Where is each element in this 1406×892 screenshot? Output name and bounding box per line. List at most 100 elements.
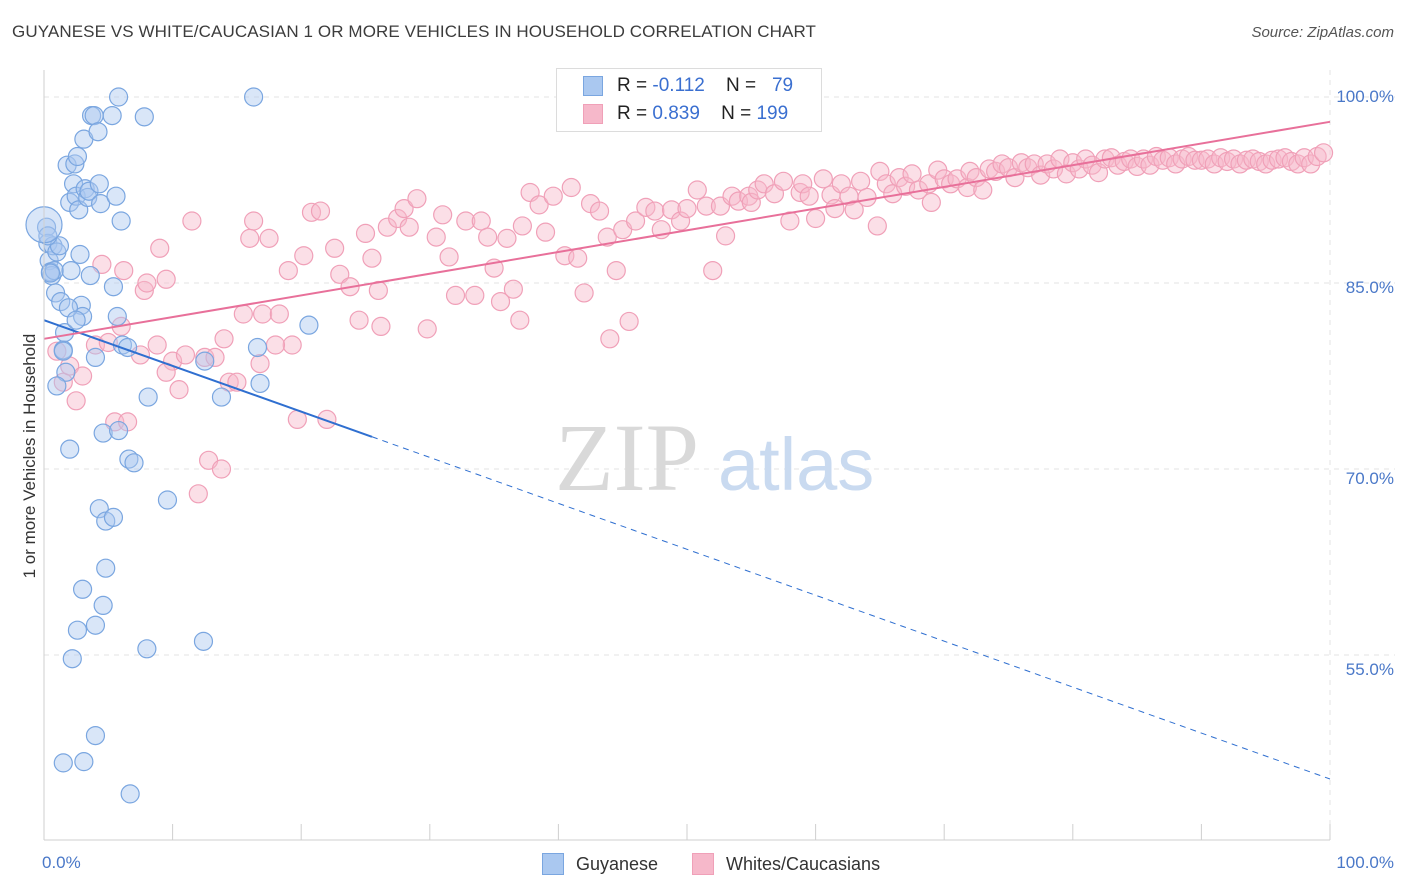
guyanese-point-72 [120, 784, 140, 804]
whites-point-43 [317, 409, 337, 429]
whites-point-168 [1191, 150, 1212, 170]
whites-point-71 [529, 195, 549, 215]
guyanese-point-41 [111, 211, 131, 231]
whites-point-103 [773, 171, 794, 191]
whites-point-187 [1313, 143, 1334, 163]
guyanese-point-63 [93, 595, 113, 616]
legend-n-label: N = [721, 103, 752, 124]
legend-swatch-whites [583, 104, 603, 124]
whites-point-90 [677, 199, 697, 219]
whites-point-191 [371, 316, 391, 336]
guyanese-point-66 [108, 420, 129, 441]
y-tick-label-100: 100.0% [1336, 87, 1394, 106]
trend-line-guyanese-extrapolated [371, 436, 1331, 780]
whites-point-53 [394, 199, 414, 219]
guyanese-point-37 [103, 277, 124, 297]
whites-point-80 [597, 227, 617, 247]
whites-point-79 [589, 201, 610, 221]
whites-point-36 [269, 304, 289, 324]
whites-point-19 [169, 380, 189, 400]
y-tick-label-85: 85.0% [1345, 278, 1394, 297]
whites-point-99 [741, 192, 761, 212]
guyanese-point-15 [61, 261, 81, 281]
whites-point-31 [240, 228, 260, 248]
y-tick-label-70: 70.0% [1345, 469, 1394, 488]
whites-point-59 [439, 247, 459, 267]
whites-point-68 [503, 279, 523, 299]
guyanese-point-47 [138, 387, 158, 407]
guyanese-point-28 [80, 265, 100, 286]
guyanese-point-38 [106, 186, 126, 206]
whites-point-114 [844, 200, 864, 220]
guyanese-point-59 [67, 620, 88, 640]
guyanese-point-10 [51, 292, 71, 312]
chart-title: GUYANESE VS WHITE/CAUCASIAN 1 OR MORE VE… [12, 22, 817, 41]
legend-row-guyanese: R = -0.112 N = 79 [583, 74, 793, 98]
guyanese-point-30 [84, 105, 104, 126]
trend-line-whites [43, 120, 1331, 340]
whites-point-106 [793, 174, 813, 194]
whites-point-47 [349, 310, 369, 330]
guyanese-point-21 [70, 244, 90, 265]
guyanese-point-19 [67, 146, 88, 167]
whites-point-33 [250, 354, 270, 374]
legend-row-whites: R = 0.839 N = 199 [583, 102, 788, 126]
guyanese-point-76 [66, 310, 86, 330]
whites-point-63 [471, 211, 491, 231]
whites-point-26 [211, 459, 232, 479]
whites-point-38 [282, 335, 302, 355]
whites-point-118 [870, 161, 890, 181]
whites-point-42 [310, 201, 331, 221]
whites-point-56 [417, 319, 437, 339]
guyanese-point-62 [89, 499, 109, 519]
guyanese-point-58 [62, 649, 82, 669]
guyanese-point-50 [211, 387, 232, 407]
guyanese-point-54 [299, 315, 319, 335]
guyanese-point-53 [250, 373, 270, 394]
guyanese-point-45 [124, 453, 144, 473]
whites-point-25 [205, 347, 225, 367]
whites-point-77 [574, 283, 594, 303]
whites-point-185 [1301, 154, 1321, 174]
whites-point-123 [902, 164, 922, 184]
whites-point-76 [568, 248, 588, 268]
whites-point-44 [325, 238, 345, 258]
whites-point-96 [722, 186, 742, 206]
legend-n-value-guyanese: 79 [771, 75, 794, 96]
whites-point-93 [703, 261, 723, 281]
axes [43, 70, 1331, 841]
whites-point-95 [715, 226, 736, 246]
whites-point-89 [670, 211, 691, 231]
guyanese-point-55 [53, 341, 73, 361]
series-guyanese [25, 87, 319, 804]
whites-point-30 [233, 304, 253, 324]
bottom-legend-whites: Whites/Caucasians [692, 853, 880, 875]
guyanese-point-68 [193, 631, 214, 651]
whites-point-136 [986, 161, 1006, 181]
y-tick-label-55: 55.0% [1345, 660, 1394, 679]
whites-point-72 [535, 222, 556, 242]
whites-point-67 [497, 228, 517, 248]
whites-point-16 [150, 238, 170, 258]
whites-point-60 [445, 285, 466, 305]
whites-point-91 [687, 180, 707, 200]
grid [44, 70, 1395, 840]
guyanese-point-65 [103, 507, 124, 527]
guyanese-point-27 [79, 181, 99, 201]
whites-point-83 [619, 311, 639, 332]
guyanese-point-31 [85, 347, 106, 367]
x-tick-label-100: 100.0% [1336, 853, 1394, 872]
watermark-zip: ZIP [555, 404, 699, 511]
guyanese-point-51 [244, 87, 264, 107]
guyanese-point-40 [108, 87, 129, 107]
whites-point-6 [92, 254, 112, 274]
whites-point-66 [490, 292, 511, 312]
guyanese-point-46 [134, 107, 154, 127]
guyanese-point-17 [65, 154, 85, 174]
whites-point-49 [362, 248, 382, 268]
whites-point-126 [921, 192, 941, 212]
whites-point-3 [66, 391, 86, 411]
whites-point-32 [244, 211, 264, 231]
whites-point-69 [512, 216, 532, 236]
